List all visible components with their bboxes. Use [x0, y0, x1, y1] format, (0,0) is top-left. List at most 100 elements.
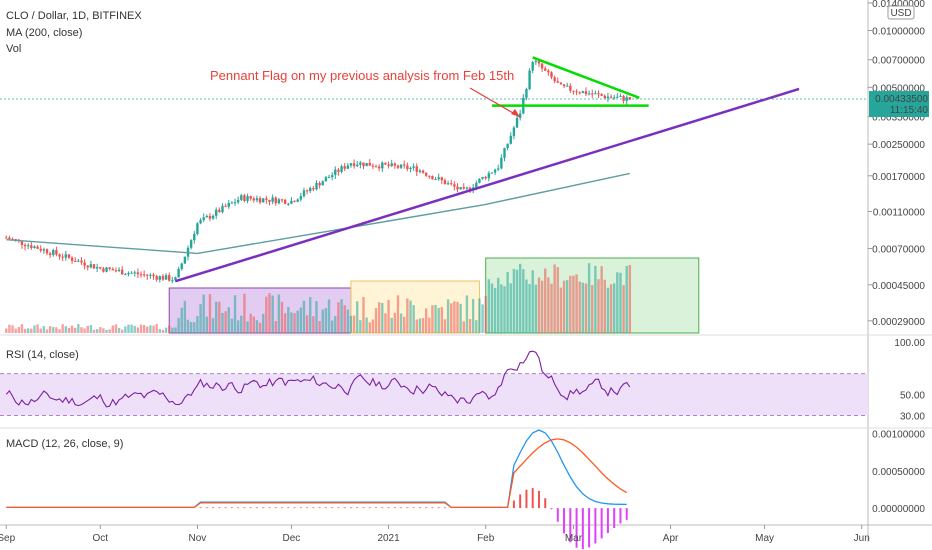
candle-body	[424, 172, 428, 176]
candle-body	[368, 162, 371, 166]
volume-bar	[578, 281, 581, 333]
currency-box	[887, 5, 915, 20]
price-tick-label: 0.00110000	[873, 207, 926, 218]
volume-bar	[434, 304, 437, 333]
candle-body	[199, 220, 202, 224]
volume-bar	[340, 299, 343, 333]
volume-bar	[337, 302, 340, 333]
candle-body	[171, 280, 174, 282]
candle-body	[484, 176, 487, 179]
volume-bar	[569, 275, 572, 333]
volume-bar	[471, 298, 475, 333]
candle-body	[121, 269, 124, 275]
volume-bar	[512, 268, 516, 333]
volume-bar	[215, 301, 218, 333]
volume-bar	[121, 329, 124, 333]
symbol-label: CLO / Dollar, 1D, BITFINEX	[6, 10, 142, 22]
candle-body	[575, 91, 578, 93]
volume-bar	[277, 294, 281, 333]
candle-body	[493, 169, 497, 173]
candle-body	[340, 166, 343, 172]
candle-body	[309, 188, 312, 192]
volume-bar	[440, 307, 444, 333]
candle-body	[127, 272, 130, 275]
candle-body	[42, 249, 46, 251]
candle-body	[108, 267, 111, 269]
candle-body	[393, 163, 397, 166]
volume-bar	[11, 325, 14, 333]
volume-bar	[136, 327, 140, 333]
candle-body	[193, 233, 196, 241]
candle-body	[302, 190, 306, 197]
volume-bar	[271, 295, 274, 333]
volume-bar	[196, 316, 199, 333]
candle-body	[377, 166, 381, 169]
price-tick-label: 0.00250000	[872, 140, 925, 151]
volume-bar	[133, 325, 136, 333]
volume-bar	[199, 304, 202, 333]
candle-body	[64, 254, 68, 258]
volume-bar	[390, 317, 393, 333]
candle-body	[177, 268, 180, 278]
candle-body	[381, 162, 384, 169]
rsi-label: RSI (14, close)	[6, 349, 79, 361]
candle-body	[287, 203, 290, 205]
volume-bar	[509, 283, 512, 333]
candle-body	[562, 84, 566, 87]
candle-body	[399, 164, 403, 168]
volume-bar	[409, 300, 412, 333]
candle-body	[443, 180, 447, 185]
volume-bar	[572, 275, 575, 333]
price-tick-label: 0.00029000	[872, 317, 925, 328]
candle-body	[581, 91, 585, 94]
volume-bar	[114, 324, 118, 333]
candle-body	[155, 276, 158, 280]
volume-bar	[108, 329, 111, 333]
candle-body	[509, 135, 512, 144]
volume-bar	[418, 318, 422, 333]
volume-bar	[149, 325, 152, 333]
volume-bar	[497, 277, 500, 333]
candle-body	[597, 93, 600, 95]
candle-body	[221, 205, 224, 213]
candle-body	[164, 275, 168, 280]
volume-bar	[628, 264, 632, 333]
volume-bar	[334, 316, 337, 333]
candle-body	[233, 202, 237, 204]
candle-body	[456, 186, 459, 190]
volume-bar	[130, 324, 133, 333]
volume-bar	[459, 303, 462, 333]
candle-body	[67, 254, 71, 258]
volume-bar	[446, 299, 450, 333]
volume-bar	[619, 272, 622, 333]
volume-bar	[230, 318, 234, 333]
candle-body	[572, 90, 575, 92]
candle-body	[362, 162, 365, 167]
volume-bar	[208, 294, 212, 333]
rsi-band	[0, 373, 868, 416]
candle-body	[550, 72, 553, 78]
volume-bar	[525, 279, 528, 333]
volume-bar	[625, 266, 628, 333]
volume-bar	[556, 267, 559, 333]
candle-body	[584, 91, 588, 95]
volume-bar	[368, 322, 371, 333]
volume-bar	[581, 282, 585, 333]
candle-body	[146, 274, 149, 276]
volume-bar	[365, 317, 368, 333]
candle-body	[111, 268, 115, 271]
volume-bar	[211, 318, 215, 333]
candle-body	[594, 93, 597, 95]
volume-bar	[478, 298, 481, 333]
candle-body	[274, 197, 277, 204]
volume-bar	[262, 313, 265, 333]
time-axis-label: Mar	[565, 533, 583, 544]
candle-body	[258, 198, 262, 203]
candle-body	[450, 183, 453, 185]
volume-bar	[221, 312, 224, 333]
volume-bar	[45, 329, 49, 333]
volume-bar	[591, 285, 594, 333]
volume-bar	[80, 327, 83, 333]
last-price-label: 0.00433500	[875, 94, 928, 105]
